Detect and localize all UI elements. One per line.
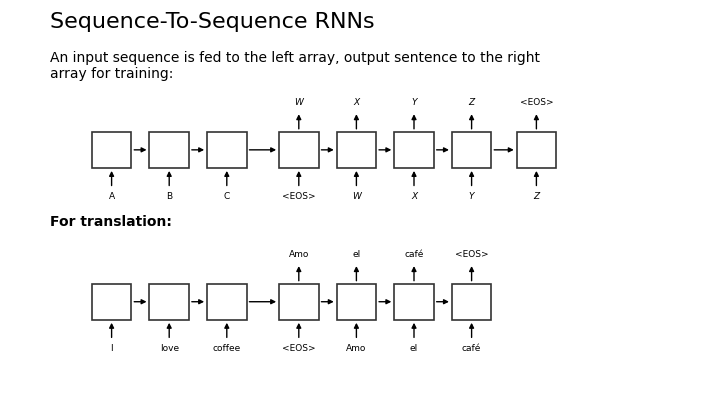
Text: Amo: Amo [289,250,309,259]
Text: Y: Y [469,192,474,201]
Text: X: X [411,192,417,201]
Text: An input sequence is fed to the left array, output sentence to the right
array f: An input sequence is fed to the left arr… [50,51,541,81]
Bar [452,132,492,168]
Text: A: A [109,192,114,201]
Text: café: café [405,250,423,259]
Text: Z: Z [534,192,539,201]
Text: Sequence-To-Sequence RNNs: Sequence-To-Sequence RNNs [50,12,375,32]
Text: C: C [224,192,230,201]
Bar [150,132,189,168]
Text: <EOS>: <EOS> [455,250,488,259]
Text: Z: Z [469,98,474,107]
Bar [207,284,246,320]
Bar [150,284,189,320]
Bar [452,284,492,320]
Bar [395,284,433,320]
Text: For translation:: For translation: [50,215,172,229]
Bar [92,284,131,320]
Text: café: café [462,344,481,353]
Bar [336,132,376,168]
Bar [207,132,246,168]
Bar [92,132,131,168]
Bar [336,284,376,320]
Text: W: W [294,98,303,107]
Text: W: W [352,192,361,201]
Text: love: love [160,344,179,353]
Text: X: X [354,98,359,107]
Text: el: el [410,344,418,353]
Text: <EOS>: <EOS> [520,98,553,107]
Text: Y: Y [411,98,417,107]
Text: Amo: Amo [346,344,366,353]
Text: <EOS>: <EOS> [282,192,315,201]
Bar [279,284,318,320]
Text: B: B [166,192,172,201]
Text: el: el [352,250,361,259]
Text: <EOS>: <EOS> [282,344,315,353]
Bar [395,132,433,168]
Bar [279,132,318,168]
Text: coffee: coffee [212,344,241,353]
Text: I: I [110,344,113,353]
Bar [517,132,557,168]
